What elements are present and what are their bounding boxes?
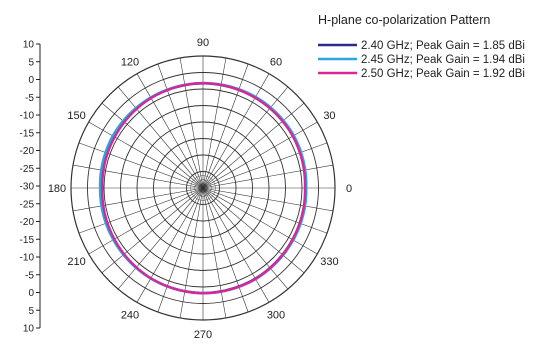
grid-spoke [136,73,204,189]
polar-grid [70,55,336,321]
grid-spoke [117,86,204,189]
radial-tick-label: -25 [20,199,35,210]
grid-spoke [136,187,204,303]
angle-label: 60 [270,57,282,69]
grid-spoke [78,142,204,189]
radial-tick-label: -15 [20,128,35,139]
grid-spoke [202,73,270,189]
grid-spoke [117,187,204,290]
radial-tick-label: 5 [28,306,34,317]
radial-tick-label: -5 [25,270,34,281]
radial-tick-label: -10 [20,253,35,264]
grid-spoke [202,187,227,319]
angle-label: 240 [121,309,139,321]
angle-label: 330 [320,256,338,268]
grid-spoke [202,164,334,189]
grid-spoke [101,187,204,274]
angle-label: 300 [267,309,285,321]
angle-label: 0 [346,183,352,195]
grid-spoke [72,164,204,189]
grid-spoke [88,121,204,189]
grid-spoke [202,187,270,303]
series-line [101,81,307,295]
legend-label: 2.40 GHz; Peak Gain = 1.85 dBi [361,40,525,52]
angle-label: 270 [194,329,212,341]
grid-spoke [72,187,204,212]
grid-spoke [101,102,204,189]
grid-spoke [202,187,249,313]
grid-spoke [88,187,204,255]
grid-spoke [78,187,204,234]
radial-tick-label: 0 [28,288,34,299]
grid-spoke [157,187,204,313]
grid-spoke [202,102,305,189]
legend-label: 2.45 GHz; Peak Gain = 1.94 dBi [361,54,525,66]
grid-spoke [202,187,289,290]
radial-tick-label: -30 [20,182,35,193]
grid-spoke [202,187,328,234]
grid-spoke [179,187,204,319]
radial-tick-label: -5 [25,93,34,104]
radial-tick-label: 0 [28,75,34,86]
grid-spoke [202,187,318,255]
radial-tick-label: -10 [20,111,35,122]
angle-label: 150 [67,110,85,122]
radial-tick-label: -15 [20,235,35,246]
grid-spoke [202,187,305,274]
grid-spoke [202,63,249,189]
angle-label: 30 [323,110,335,122]
radial-tick-label: -20 [20,217,35,228]
legend-label: 2.50 GHz; Peak Gain = 1.92 dBi [361,68,525,80]
grid-spoke [202,187,334,212]
radial-tick-label: -20 [20,146,35,157]
grid-spoke [202,142,328,189]
radial-tick-label: -25 [20,164,35,175]
grid-spoke [179,57,204,189]
angle-label: 180 [48,183,66,195]
radial-tick-label: 5 [28,57,34,68]
angle-labels: 0 30 60 90 120 150 180 210 240 270 300 330 [48,37,352,341]
radial-tick-label: 10 [23,40,35,51]
legend: 2.40 GHz; Peak Gain = 1.85 dBi 2.45 GHz; … [318,40,525,80]
grid-spoke [202,57,227,189]
series-group [98,81,308,295]
grid-spoke [157,63,204,189]
chart-title: H-plane co-polarization Pattern [318,13,490,27]
radial-axis: 10 5 0 -5 -10 -15 -20 -25 -30 -25 -20 -15 -10 -5 0 5 10 [20,40,41,335]
angle-label: 120 [121,57,139,69]
grid-spoke [202,86,289,189]
angle-label: 210 [67,256,85,268]
radial-tick-label: 10 [23,324,35,335]
angle-label: 90 [197,37,209,49]
grid-spoke [202,121,318,189]
